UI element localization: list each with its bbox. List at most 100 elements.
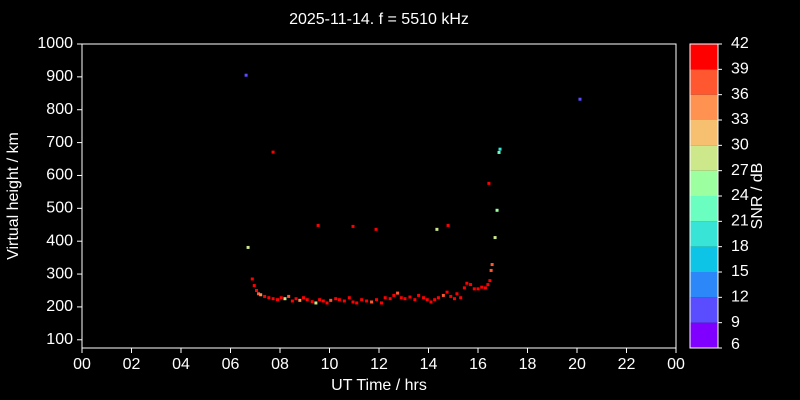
colorbar-tick-label: 36 bbox=[731, 86, 749, 103]
point bbox=[399, 296, 403, 300]
colorbar-tick-label: 6 bbox=[731, 336, 740, 353]
point bbox=[329, 298, 333, 302]
point bbox=[290, 299, 294, 303]
point bbox=[445, 290, 449, 294]
x-axis-label: UT Time / hrs bbox=[331, 377, 427, 394]
x-tick-label: 16 bbox=[469, 356, 487, 373]
colorbar-segment bbox=[690, 94, 718, 120]
colorbar-tick-label: 12 bbox=[731, 289, 749, 306]
colorbar-segment bbox=[690, 196, 718, 222]
y-tick-label: 100 bbox=[46, 331, 73, 348]
point bbox=[294, 297, 298, 301]
point bbox=[490, 263, 494, 267]
point bbox=[298, 298, 302, 302]
y-tick-label: 400 bbox=[46, 232, 73, 249]
colorbar-label: SNR / dB bbox=[749, 163, 766, 230]
point bbox=[360, 298, 364, 302]
point bbox=[337, 298, 341, 302]
colorbar-segment bbox=[690, 322, 718, 348]
point bbox=[497, 150, 501, 154]
colorbar-segment bbox=[690, 246, 718, 272]
point bbox=[250, 277, 254, 281]
colorbar-tick-label: 18 bbox=[731, 238, 749, 255]
point bbox=[365, 299, 369, 303]
point bbox=[256, 292, 260, 296]
colorbar-segment bbox=[690, 170, 718, 196]
point bbox=[449, 294, 453, 298]
y-tick-label: 700 bbox=[46, 134, 73, 151]
colorbar-tick-label: 15 bbox=[731, 263, 749, 280]
point bbox=[370, 300, 374, 304]
point bbox=[472, 287, 476, 291]
point bbox=[578, 97, 582, 101]
colorbar-segment bbox=[690, 69, 718, 95]
point bbox=[459, 296, 463, 300]
x-tick-label: 12 bbox=[370, 356, 388, 373]
point bbox=[483, 286, 487, 290]
point bbox=[429, 300, 433, 304]
point bbox=[417, 293, 421, 297]
y-axis-label: Virtual height / km bbox=[5, 132, 22, 260]
point bbox=[276, 298, 280, 302]
x-tick-label: 18 bbox=[519, 356, 537, 373]
point bbox=[244, 73, 248, 77]
point bbox=[493, 236, 497, 240]
point bbox=[486, 283, 490, 287]
point bbox=[318, 298, 322, 302]
point bbox=[388, 297, 392, 301]
colorbar-segment bbox=[690, 272, 718, 298]
point bbox=[435, 227, 439, 231]
point bbox=[392, 293, 396, 297]
point bbox=[375, 298, 379, 302]
point bbox=[462, 286, 466, 290]
point bbox=[403, 297, 407, 301]
point bbox=[422, 296, 426, 300]
colorbar-tick-label: 39 bbox=[731, 61, 749, 78]
point bbox=[314, 301, 318, 305]
colorbar-tick-label: 33 bbox=[731, 111, 749, 128]
point bbox=[465, 281, 469, 285]
colorbar-tick-label: 9 bbox=[731, 314, 740, 331]
colorbar-tick-label: 30 bbox=[731, 137, 749, 154]
colorbar-tick-label: 21 bbox=[731, 213, 749, 230]
x-tick-label: 02 bbox=[123, 356, 141, 373]
point bbox=[279, 296, 283, 300]
point bbox=[383, 296, 387, 300]
point bbox=[271, 297, 275, 301]
x-tick-label: 06 bbox=[222, 356, 240, 373]
point bbox=[321, 299, 325, 303]
colorbar-segment bbox=[690, 297, 718, 323]
point bbox=[413, 298, 417, 302]
x-tick-label: 00 bbox=[73, 356, 91, 373]
point bbox=[488, 279, 492, 283]
point bbox=[355, 301, 359, 305]
point bbox=[425, 298, 429, 302]
point bbox=[267, 296, 271, 300]
point bbox=[480, 285, 484, 289]
point bbox=[334, 297, 338, 301]
x-tick-label: 22 bbox=[618, 356, 636, 373]
point bbox=[351, 300, 355, 304]
colorbar-tick-label: 27 bbox=[731, 162, 749, 179]
point bbox=[252, 284, 256, 288]
y-tick-label: 300 bbox=[46, 265, 73, 282]
x-tick-label: 20 bbox=[568, 356, 586, 373]
point bbox=[246, 245, 250, 249]
x-tick-label: 00 bbox=[667, 356, 685, 373]
point bbox=[476, 287, 480, 291]
point bbox=[489, 268, 493, 272]
y-tick-label: 500 bbox=[46, 200, 73, 217]
y-tick-label: 900 bbox=[46, 68, 73, 85]
point bbox=[351, 224, 355, 228]
point bbox=[325, 301, 329, 305]
x-tick-label: 04 bbox=[172, 356, 190, 373]
point bbox=[316, 223, 320, 227]
point bbox=[287, 294, 291, 298]
point bbox=[436, 296, 440, 300]
point bbox=[302, 296, 306, 300]
point bbox=[433, 298, 437, 302]
point bbox=[455, 292, 459, 296]
plot-frame bbox=[81, 43, 677, 349]
y-tick-label: 600 bbox=[46, 167, 73, 184]
